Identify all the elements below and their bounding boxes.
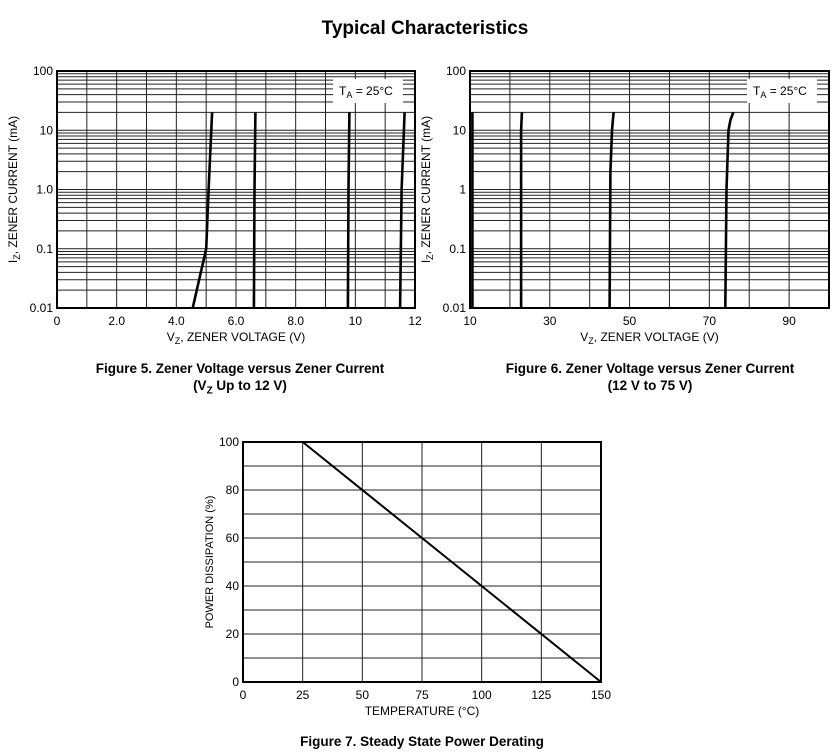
- x-tick-label: 150: [591, 688, 611, 702]
- plot-frame: [242, 441, 602, 683]
- annotation-background: [747, 79, 817, 103]
- y-tick-label: 0.01: [30, 301, 54, 315]
- y-axis-label: IZ, ZENER CURRENT (mA): [6, 116, 22, 263]
- x-tick-label: 10: [349, 314, 363, 328]
- x-tick-label: 4.0: [168, 314, 185, 328]
- page-title: Typical Characteristics: [321, 18, 529, 39]
- series-curve-3: [346, 112, 351, 309]
- x-tick-label: 75: [415, 688, 429, 702]
- y-tick-label: 10: [40, 123, 54, 137]
- y-tick-label: 80: [226, 483, 240, 497]
- series-curve-4: [398, 112, 406, 309]
- figure-5-subtitle: (VZ Up to 12 V): [193, 378, 287, 397]
- y-tick-label: 0.01: [443, 301, 467, 315]
- plot-frame: [56, 70, 416, 309]
- x-tick-label: 12: [408, 314, 422, 328]
- y-tick-label: 0.1: [449, 242, 466, 256]
- figure-5-caption: Figure 5. Zener Voltage versus Zener Cur…: [40, 360, 440, 400]
- series-curve-4: [724, 111, 735, 309]
- y-tick-label: 60: [226, 531, 240, 545]
- x-tick-label: 10: [463, 314, 477, 328]
- x-tick-label: 0: [54, 314, 61, 328]
- x-tick-label: 50: [356, 688, 370, 702]
- y-axis-label: IZ, ZENER CURRENT (mA): [419, 116, 435, 263]
- plot-frame: [469, 70, 830, 309]
- figure-5-title: Figure 5. Zener Voltage versus Zener Cur…: [95, 361, 385, 376]
- x-axis-label: VZ, ZENER VOLTAGE (V): [167, 330, 305, 346]
- x-tick-label: 70: [703, 314, 717, 328]
- y-tick-label: 1: [459, 183, 466, 197]
- x-tick-label: 50: [623, 314, 637, 328]
- x-tick-label: 0: [240, 688, 247, 702]
- figure-6-caption: Figure 6. Zener Voltage versus Zener Cur…: [450, 360, 840, 394]
- series-curve-2: [252, 112, 257, 309]
- x-tick-label: 100: [472, 688, 492, 702]
- figure-6-title: Figure 6. Zener Voltage versus Zener Cur…: [505, 361, 795, 376]
- x-axis-label: TEMPERATURE (°C): [365, 704, 480, 718]
- temperature-annotation: TA = 25°C: [753, 84, 807, 100]
- series-curve-2: [519, 112, 524, 308]
- x-tick-label: 2.0: [108, 314, 125, 328]
- y-tick-label: 20: [226, 627, 240, 641]
- figure-7-caption: Figure 7. Steady State Power Derating: [300, 734, 544, 749]
- figure-6-subtitle: (12 V to 75 V): [607, 378, 693, 393]
- y-axis-label: POWER DISSIPATION (%): [204, 496, 216, 629]
- x-tick-label: 30: [543, 314, 557, 328]
- x-tick-label: 8.0: [287, 314, 304, 328]
- x-tick-label: 125: [531, 688, 551, 702]
- temperature-annotation: TA = 25°C: [339, 84, 393, 100]
- x-tick-label: 25: [296, 688, 310, 702]
- y-tick-label: 100: [446, 64, 466, 78]
- y-tick-label: 100: [219, 435, 239, 449]
- figure-5-chart: TA = 25°C 0 2.0 4.0 6.0 8.0 10 12 0.01 0.1 1.0 10 10…: [6, 64, 422, 346]
- y-tick-label: 0.1: [36, 242, 53, 256]
- figure-6-chart: TA = 25°C 10 30 50 70 90 0.01 0.1 1 10 100 VZ, ZENE…: [419, 64, 830, 346]
- y-tick-label: 10: [453, 123, 467, 137]
- x-tick-label: 90: [782, 314, 796, 328]
- y-tick-label: 0: [232, 675, 239, 689]
- series-derating: [243, 441, 602, 683]
- series-curve-1: [191, 112, 214, 309]
- series-curve-3: [608, 112, 615, 309]
- annotation-background: [333, 79, 403, 103]
- x-tick-label: 6.0: [228, 314, 245, 328]
- x-axis-label: VZ, ZENER VOLTAGE (V): [580, 330, 718, 346]
- figure-7-chart: 0 25 50 75 100 125 150 0 20 40 60 80 100 TEMPERATURE …: [204, 435, 611, 718]
- y-tick-label: 40: [226, 579, 240, 593]
- y-tick-label: 100: [33, 64, 53, 78]
- y-tick-label: 1.0: [36, 183, 53, 197]
